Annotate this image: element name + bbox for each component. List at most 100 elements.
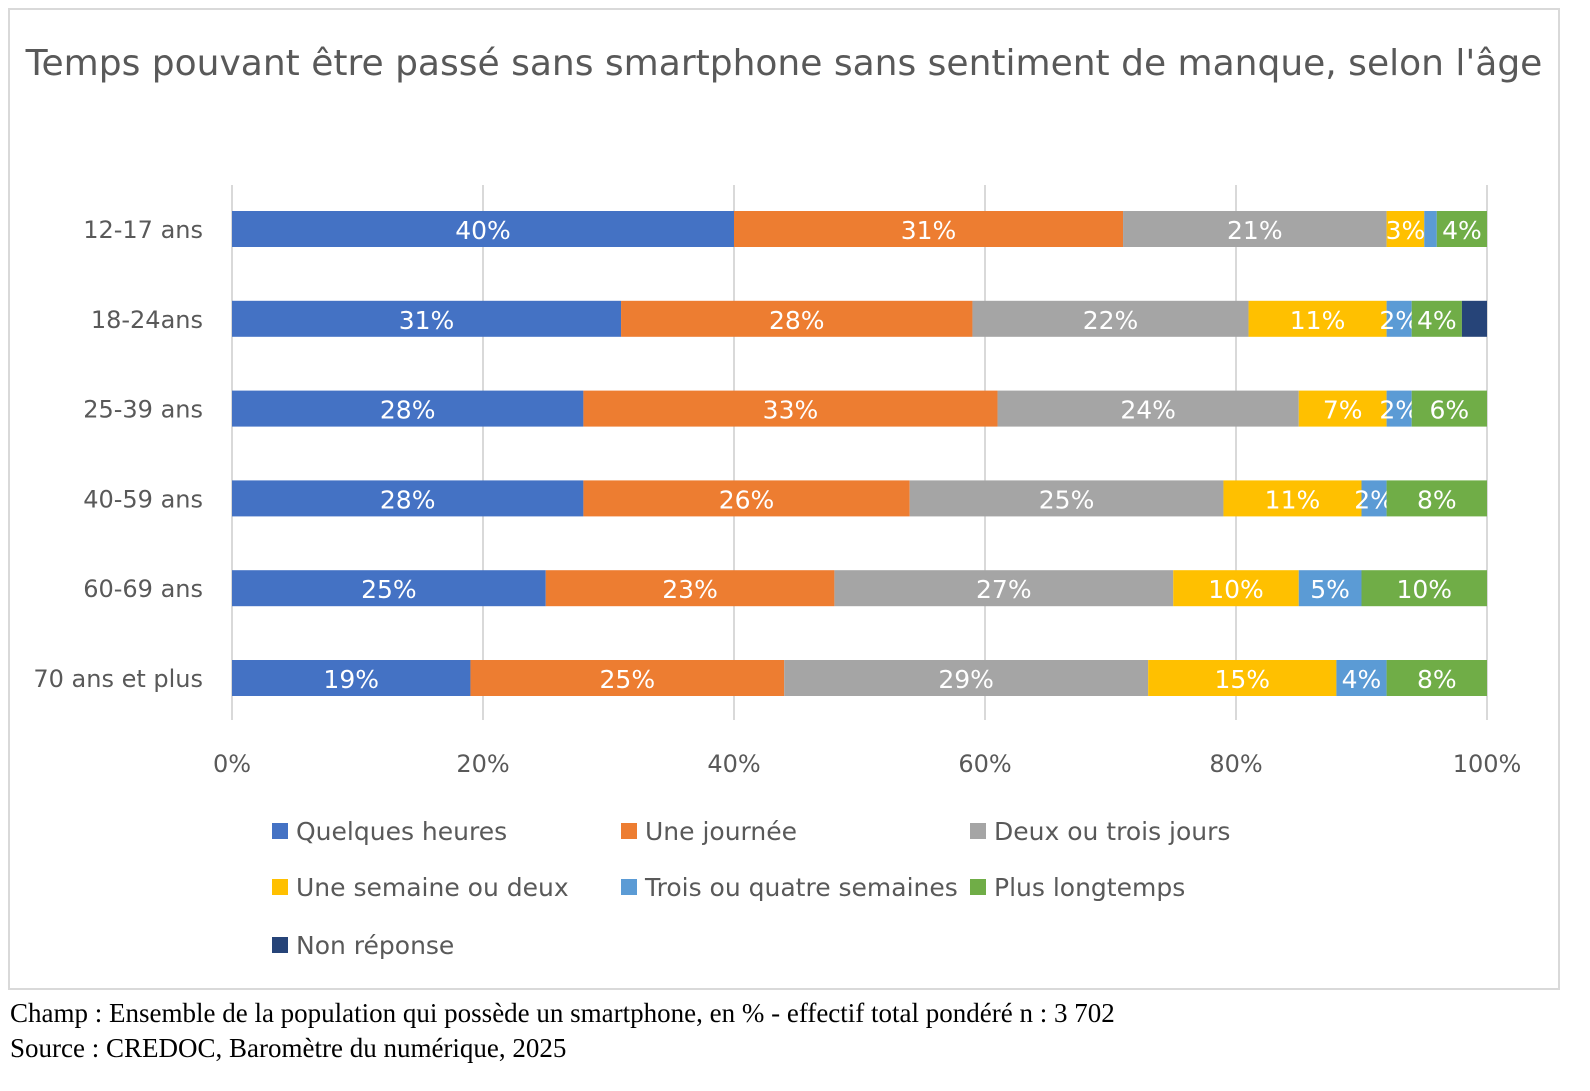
bar-segment (734, 211, 1124, 247)
bar-segment (997, 390, 1299, 427)
data-label: 11% (1290, 306, 1346, 335)
data-label: 26% (719, 485, 775, 514)
bar-segment (1298, 570, 1362, 607)
data-label: 23% (662, 575, 718, 604)
bar-segment (909, 480, 1224, 517)
data-label: 40% (455, 216, 511, 245)
legend-label: Deux ou trois jours (994, 817, 1230, 846)
bar-segment (621, 300, 973, 337)
y-category-label: 25-39 ans (83, 396, 203, 424)
data-label: 22% (1083, 306, 1139, 335)
bar-segment (1336, 660, 1387, 696)
bar-segment (232, 300, 622, 337)
bar-segment (232, 660, 471, 696)
x-tick-label: 40% (707, 750, 760, 778)
data-label: 25% (600, 665, 656, 694)
x-tick-label: 60% (958, 750, 1011, 778)
data-label: 10% (1396, 575, 1452, 604)
data-label: 28% (380, 485, 436, 514)
legend-label: Trois ou quatre semaines (644, 873, 958, 902)
data-label: 24% (1120, 396, 1176, 425)
y-category-label: 70 ans et plus (33, 665, 203, 693)
bar-segment (784, 660, 1149, 696)
bar-segment (1411, 390, 1487, 427)
data-label: 8% (1417, 485, 1457, 514)
bar-segment (1361, 570, 1487, 607)
data-label: 33% (763, 396, 819, 425)
x-tick-label: 20% (456, 750, 509, 778)
legend-swatch (970, 823, 986, 839)
legend-swatch (621, 879, 637, 895)
legend-swatch (272, 879, 288, 895)
bar-segment (1173, 570, 1299, 607)
data-label: 29% (938, 665, 994, 694)
bar-segment (1461, 300, 1487, 337)
legend-swatch (272, 937, 288, 953)
y-category-label: 40-59 ans (83, 485, 203, 513)
bar-segment (232, 480, 584, 517)
data-label: 8% (1417, 665, 1457, 694)
x-tick-label: 80% (1209, 750, 1262, 778)
bar-segment (1361, 480, 1387, 517)
bar-segment (1123, 211, 1387, 247)
bar-segment (232, 570, 546, 607)
bar-segment (583, 480, 910, 517)
bar-segment (1248, 300, 1387, 337)
x-tick-label: 100% (1453, 750, 1522, 778)
data-label: 5% (1310, 575, 1350, 604)
data-label: 11% (1265, 485, 1321, 514)
legend-label: Une journée (645, 817, 797, 846)
data-label: 4% (1342, 665, 1382, 694)
bar-segment (1386, 390, 1412, 427)
bar-segment (1148, 660, 1337, 696)
chart-frame (8, 8, 1560, 990)
bar-segment (232, 390, 584, 427)
bar-segment (1386, 480, 1487, 517)
bar-segment (1298, 390, 1387, 427)
legend-label: Non réponse (296, 931, 454, 960)
data-label: 28% (380, 396, 436, 425)
data-label: 4% (1417, 306, 1457, 335)
legend-swatch (621, 823, 637, 839)
data-label: 21% (1227, 216, 1283, 245)
y-category-label: 60-69 ans (83, 575, 203, 603)
data-label: 19% (323, 665, 379, 694)
y-category-label: 18-24ans (91, 306, 203, 334)
footnote-champ: Champ : Ensemble de la population qui po… (10, 998, 1115, 1028)
legend-swatch (970, 879, 986, 895)
data-label: 31% (399, 306, 455, 335)
stacked-bar-chart: 0% 20% 40% 60% 80% 100% 12-17 ans 40% 31% 21% 3% 4%… (33, 185, 1522, 960)
bar-segment (834, 570, 1174, 607)
legend-swatch (272, 823, 288, 839)
legend-label: Plus longtemps (994, 873, 1185, 902)
legend-label: Quelques heures (296, 817, 507, 846)
y-category-label: 12-17 ans (83, 216, 203, 244)
bar-segment (1436, 211, 1487, 247)
data-label: 25% (1039, 485, 1095, 514)
legend-label: Une semaine ou deux (296, 873, 569, 902)
bar-segment (972, 300, 1249, 337)
data-label: 31% (901, 216, 957, 245)
data-label: 10% (1208, 575, 1264, 604)
bar-segment (1411, 300, 1462, 337)
x-tick-label: 0% (213, 750, 251, 778)
bar-segment (1424, 211, 1437, 247)
bar-segment (1223, 480, 1362, 517)
chart-title: Temps pouvant être passé sans smartphone… (25, 43, 1543, 84)
bar-segment (545, 570, 835, 607)
data-label: 7% (1323, 396, 1363, 425)
bar-segment (1386, 300, 1412, 337)
footnote-source: Source : CREDOC, Baromètre du numérique,… (10, 1033, 567, 1063)
data-label: 27% (976, 575, 1032, 604)
data-label: 25% (361, 575, 417, 604)
data-label: 3% (1386, 216, 1426, 245)
data-label: 28% (769, 306, 825, 335)
bar-segment (583, 390, 998, 427)
bar-segment (1386, 211, 1425, 247)
data-label: 15% (1214, 665, 1270, 694)
data-label: 6% (1430, 396, 1470, 425)
data-label: 4% (1442, 216, 1482, 245)
bar-segment (1386, 660, 1487, 696)
bar-segment (470, 660, 785, 696)
bar-segment (232, 211, 734, 247)
